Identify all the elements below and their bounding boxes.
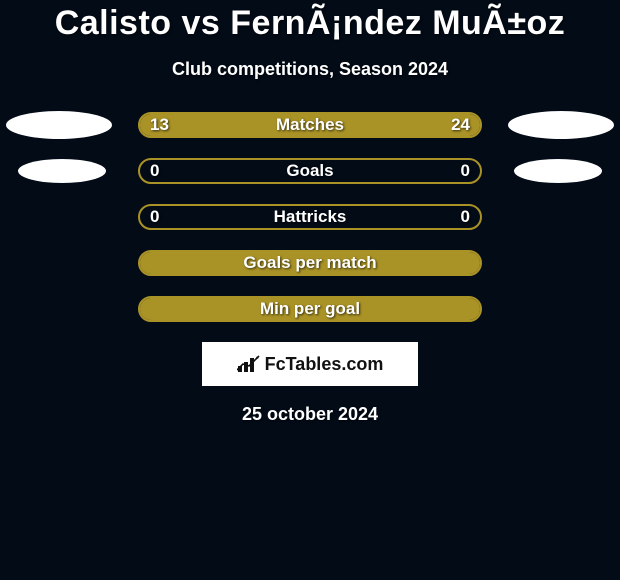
player-badge-right	[514, 159, 602, 183]
stat-label: Hattricks	[140, 206, 480, 228]
stat-bar: Hattricks	[138, 204, 482, 230]
page-subtitle: Club competitions, Season 2024	[0, 59, 620, 80]
stat-value-right: 0	[461, 204, 470, 230]
date-text: 25 october 2024	[0, 404, 620, 425]
stat-bar: Goals per match	[138, 250, 482, 276]
stat-row: Min per goal	[0, 296, 620, 322]
stat-value-right: 0	[461, 158, 470, 184]
player-badge-left	[6, 111, 112, 139]
stat-value-left: 0	[150, 204, 159, 230]
brand-text: FcTables.com	[265, 354, 384, 375]
stat-rows: Matches1324Goals00Hattricks00Goals per m…	[0, 112, 620, 322]
stat-row: Hattricks0 0	[0, 204, 620, 230]
player-badge-left	[18, 159, 106, 183]
comparison-card: Calisto vs FernÃ¡ndez MuÃ±oz Club compet…	[0, 0, 620, 425]
bar-fill	[140, 252, 480, 274]
stat-row: Goals0 0	[0, 158, 620, 184]
stat-value-left: 13	[150, 112, 169, 138]
bar-fill-right	[259, 114, 480, 136]
stat-row: Matches13 24	[0, 112, 620, 138]
stat-value-right: 24	[451, 112, 470, 138]
stat-row: Goals per match	[0, 250, 620, 276]
stat-bar: Goals	[138, 158, 482, 184]
bar-fill	[140, 298, 480, 320]
stat-label: Goals	[140, 160, 480, 182]
brand-box[interactable]: FcTables.com	[202, 342, 418, 386]
player-badge-right	[508, 111, 614, 139]
stat-bar: Min per goal	[138, 296, 482, 322]
bar-chart-icon	[237, 354, 261, 374]
stat-value-left: 0	[150, 158, 159, 184]
page-title: Calisto vs FernÃ¡ndez MuÃ±oz	[0, 4, 620, 43]
stat-bar: Matches	[138, 112, 482, 138]
